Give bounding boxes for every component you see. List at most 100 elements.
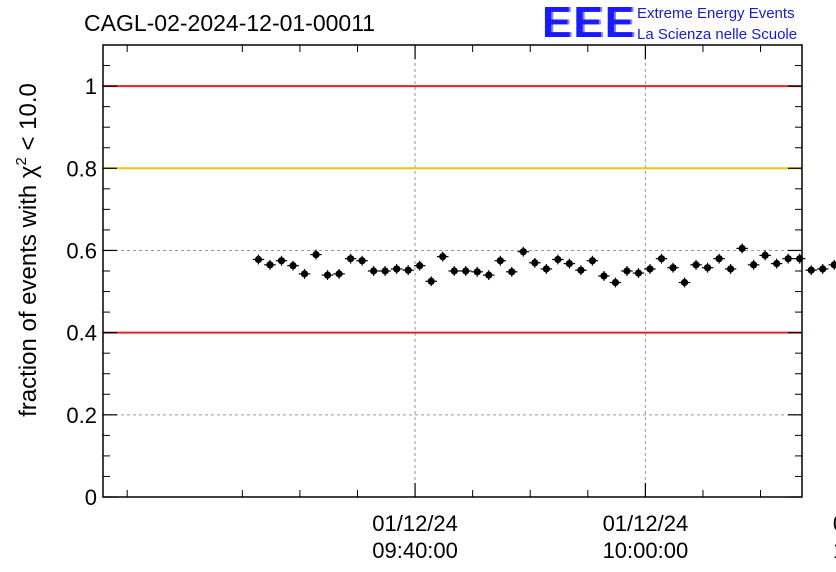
- data-point: [448, 266, 460, 276]
- data-point: [655, 253, 668, 264]
- data-point: [828, 259, 836, 270]
- point-marker: [404, 266, 412, 274]
- point-marker: [473, 268, 481, 276]
- data-point: [390, 264, 403, 274]
- data-point: [770, 258, 783, 269]
- data-point: [805, 265, 817, 276]
- data-point: [483, 270, 495, 281]
- data-point: [586, 255, 599, 266]
- point-marker: [370, 267, 378, 275]
- data-point: [517, 246, 530, 257]
- data-point: [264, 259, 276, 270]
- data-point: [713, 253, 725, 264]
- point-marker: [588, 257, 597, 265]
- point-marker: [312, 250, 320, 259]
- x-axis-ticks: 01/12/2409:40:0001/12/2410:00:0001/12/24…: [126, 45, 836, 563]
- data-point: [747, 259, 760, 270]
- y-axis-label-main: fraction of events with χ: [15, 165, 42, 417]
- y-axis-label-superscript: 2: [13, 157, 30, 165]
- data-point: [333, 268, 345, 279]
- point-marker: [727, 265, 735, 273]
- point-marker: [289, 262, 297, 270]
- data-point: [644, 264, 656, 274]
- point-marker: [346, 255, 355, 263]
- point-marker: [600, 272, 608, 280]
- point-marker: [761, 251, 769, 259]
- point-marker: [254, 255, 263, 264]
- y-tick-label: 0.4: [66, 321, 97, 346]
- data-point: [506, 266, 518, 277]
- data-point: [701, 262, 714, 273]
- data-point: [252, 254, 265, 265]
- y-axis-label-tail: < 10.0: [15, 83, 42, 157]
- y-tick-label: 0: [85, 485, 97, 510]
- data-point: [816, 264, 829, 274]
- data-point: [287, 260, 299, 271]
- data-point: [310, 249, 322, 260]
- data-point: [609, 277, 622, 288]
- point-marker: [830, 261, 836, 269]
- point-marker: [611, 278, 620, 287]
- reference-lines: [103, 85, 802, 334]
- point-marker: [450, 267, 458, 275]
- point-marker: [750, 261, 758, 269]
- logo-subtitle-line1: Extreme Energy Events: [637, 5, 795, 22]
- data-point: [471, 266, 484, 277]
- data-point: [632, 268, 645, 278]
- point-marker: [646, 265, 654, 273]
- data-point: [736, 243, 748, 254]
- x-tick-time-label: 10:00:00: [603, 538, 689, 563]
- data-points: [252, 243, 836, 288]
- x-tick-time-label: 09:40:00: [372, 538, 458, 563]
- point-marker: [266, 261, 274, 269]
- y-tick-label: 0.2: [66, 403, 97, 428]
- point-marker: [784, 255, 792, 263]
- point-marker: [416, 262, 424, 270]
- point-marker: [680, 278, 689, 287]
- point-marker: [634, 269, 643, 277]
- point-marker: [773, 260, 781, 268]
- data-point: [344, 253, 357, 264]
- data-point: [759, 250, 771, 261]
- eee-logo-mark: EEE: [542, 0, 637, 47]
- data-point: [575, 265, 587, 276]
- point-marker: [577, 266, 585, 274]
- data-point: [275, 255, 288, 266]
- point-marker: [669, 264, 677, 272]
- x-tick-date-label: 01/12/24: [372, 511, 458, 536]
- data-point: [598, 271, 610, 281]
- x-tick-time-label: 10:20:00: [833, 538, 836, 563]
- point-marker: [657, 255, 666, 263]
- data-point: [724, 264, 737, 274]
- point-marker: [508, 268, 516, 276]
- point-marker: [439, 253, 447, 261]
- eee-logo: EEE Extreme Energy Events La Scienza nel…: [542, 0, 832, 47]
- x-tick-date-label: 01/12/24: [603, 511, 689, 536]
- data-point: [425, 276, 437, 287]
- point-marker: [819, 265, 827, 273]
- data-point: [529, 257, 541, 268]
- point-marker: [692, 261, 700, 269]
- data-point: [690, 259, 702, 270]
- y-tick-label: 0.6: [66, 238, 97, 263]
- y-axis-label-container: fraction of events with χ2 < 10.0: [13, 83, 42, 417]
- data-point: [540, 264, 553, 274]
- point-marker: [323, 271, 332, 279]
- data-point: [552, 254, 564, 265]
- data-point: [356, 255, 368, 266]
- point-marker: [277, 257, 286, 265]
- point-marker: [427, 277, 435, 285]
- data-point: [793, 253, 806, 264]
- point-marker: [703, 264, 712, 272]
- logo-subtitle-line2: La Scienza nelle Scuole: [637, 26, 798, 43]
- point-marker: [623, 267, 631, 275]
- data-point: [782, 253, 794, 264]
- data-point: [436, 251, 449, 262]
- data-point: [379, 266, 391, 276]
- y-axis-label: fraction of events with χ2 < 10.0: [13, 83, 42, 417]
- point-marker: [496, 257, 504, 265]
- point-marker: [335, 270, 343, 278]
- data-point: [678, 277, 691, 288]
- point-marker: [462, 267, 470, 275]
